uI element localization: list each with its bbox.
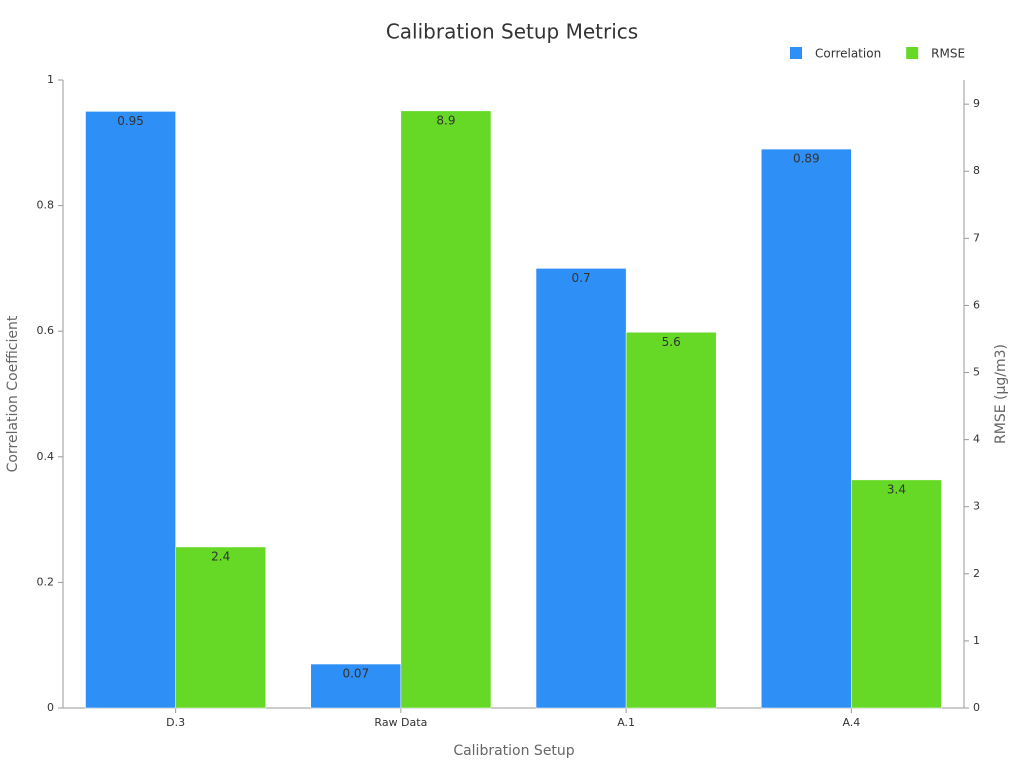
y-tick-label: 0.6 [37, 324, 55, 337]
bar [175, 546, 266, 709]
value-label: 2.4 [211, 549, 230, 563]
y2-tick-label: 6 [973, 298, 980, 311]
bar [535, 268, 627, 709]
x-tick-label: A.1 [617, 716, 635, 729]
value-label: 0.95 [117, 114, 144, 128]
value-label: 3.4 [887, 482, 906, 496]
bar [400, 110, 492, 709]
legend-label: Correlation [815, 47, 881, 61]
x-tick-label: A.4 [842, 716, 860, 729]
y-tick-label: 0.4 [37, 450, 55, 463]
value-label: 0.7 [572, 271, 591, 285]
bar [85, 111, 176, 709]
y2-tick-label: 4 [973, 433, 980, 446]
y-tick-label: 0.8 [37, 199, 55, 212]
y2-axis-label: RMSE (µg/m3) [993, 344, 1009, 444]
y-tick-label: 0.2 [37, 575, 55, 588]
chart-title: Calibration Setup Metrics [386, 20, 638, 44]
legend-swatch [790, 47, 802, 59]
value-label: 8.9 [436, 113, 455, 127]
value-label: 0.07 [342, 667, 369, 681]
bar [761, 148, 852, 709]
x-tick-label: Raw Data [374, 716, 427, 729]
bar [625, 332, 717, 709]
y2-tick-label: 1 [973, 634, 980, 647]
y-tick-label: 0 [47, 701, 54, 714]
y2-tick-label: 8 [973, 164, 980, 177]
value-label: 5.6 [662, 335, 681, 349]
y2-tick-label: 5 [973, 366, 980, 379]
bar [851, 479, 942, 709]
legend-label: RMSE [931, 47, 965, 61]
value-label: 0.89 [793, 152, 820, 166]
x-axis-label: Calibration Setup [453, 743, 574, 759]
y2-tick-label: 2 [973, 567, 980, 580]
y-axis-label: Correlation Coefficient [5, 315, 21, 472]
y2-tick-label: 7 [973, 231, 980, 244]
y2-tick-label: 9 [973, 97, 980, 110]
x-tick-label: D.3 [166, 716, 185, 729]
y-tick-label: 1 [47, 73, 54, 86]
y2-tick-label: 3 [973, 500, 980, 513]
y2-tick-label: 0 [973, 701, 980, 714]
legend-swatch [906, 47, 919, 59]
